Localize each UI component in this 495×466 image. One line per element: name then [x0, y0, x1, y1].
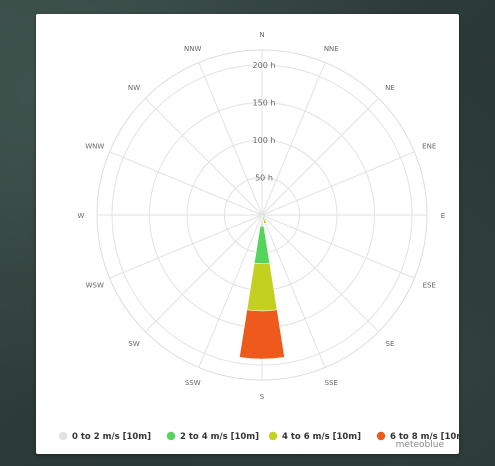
grid-spoke-nne	[261, 62, 326, 216]
legend-marker-0	[58, 431, 68, 441]
wind-rose-card: 50 h 100 h 150 h 200 h N NNE NE ENE E ESE SE SSE S S…	[36, 14, 459, 454]
grid-spoke-sse	[261, 214, 326, 368]
grid-spoke-ene	[261, 151, 415, 216]
direction-label-sw: SW	[128, 340, 139, 348]
legend-label-3: 6 to 8 m/s [10m]	[390, 432, 459, 442]
grid-spoke-se	[261, 214, 380, 333]
direction-label-w: W	[78, 212, 85, 220]
direction-label-ese: ESE	[423, 281, 436, 289]
direction-labels: N NNE NE ENE E ESE SE SSE S SSW SW WSW W WNW NW NNW	[78, 31, 446, 401]
direction-label-nw: NW	[128, 84, 140, 92]
direction-label-wnw: WNW	[85, 143, 104, 151]
grid-spoke-ssw	[198, 214, 263, 368]
direction-label-wsw: WSW	[86, 281, 104, 289]
legend: 0 to 2 m/s [10m] 2 to 4 m/s [10m] 4 to 6 m…	[58, 431, 459, 442]
bar-sse-bin-3	[263, 222, 268, 225]
direction-label-ne: NE	[385, 84, 395, 92]
radial-tick-labels: 50 h 100 h 150 h 200 h	[253, 61, 276, 183]
legend-marker-2	[268, 431, 278, 441]
direction-label-ssw: SSW	[185, 379, 201, 387]
radial-tick-label: 100 h	[253, 136, 276, 145]
grid-spoke-ne	[261, 97, 380, 216]
polar-grid	[96, 49, 428, 381]
grid-spoke-sw	[144, 214, 263, 333]
direction-label-e: E	[441, 212, 445, 220]
direction-label-se: SE	[386, 340, 395, 348]
direction-label-s: S	[260, 393, 265, 401]
grid-spoke-nw	[144, 97, 263, 216]
legend-label-1: 2 to 4 m/s [10m]	[180, 432, 259, 442]
legend-marker-1	[166, 431, 176, 441]
direction-label-sse: SSE	[325, 379, 338, 387]
grid-spoke-nnw	[198, 62, 263, 216]
direction-label-ene: ENE	[422, 143, 436, 151]
legend-label-2: 4 to 6 m/s [10m]	[282, 432, 361, 442]
direction-label-nne: NNE	[324, 45, 339, 53]
radial-tick-label: 200 h	[253, 61, 276, 70]
credit-text: meteoblue	[396, 440, 445, 450]
direction-label-nnw: NNW	[184, 45, 201, 53]
grid-spoke-ese	[261, 214, 415, 279]
radial-tick-label: 50 h	[255, 174, 273, 183]
radial-tick-label: 150 h	[253, 99, 276, 108]
bar-s-bin-1	[254, 225, 270, 264]
grid-spoke-wnw	[109, 151, 263, 216]
grid-spoke-wsw	[109, 214, 263, 279]
legend-marker-3	[376, 431, 386, 441]
direction-label-n: N	[259, 31, 264, 39]
bar-s-bin-2	[246, 262, 278, 312]
legend-label-0: 0 to 2 m/s [10m]	[72, 432, 151, 442]
wind-bars	[239, 214, 285, 360]
bar-s-bin-3	[239, 309, 285, 360]
